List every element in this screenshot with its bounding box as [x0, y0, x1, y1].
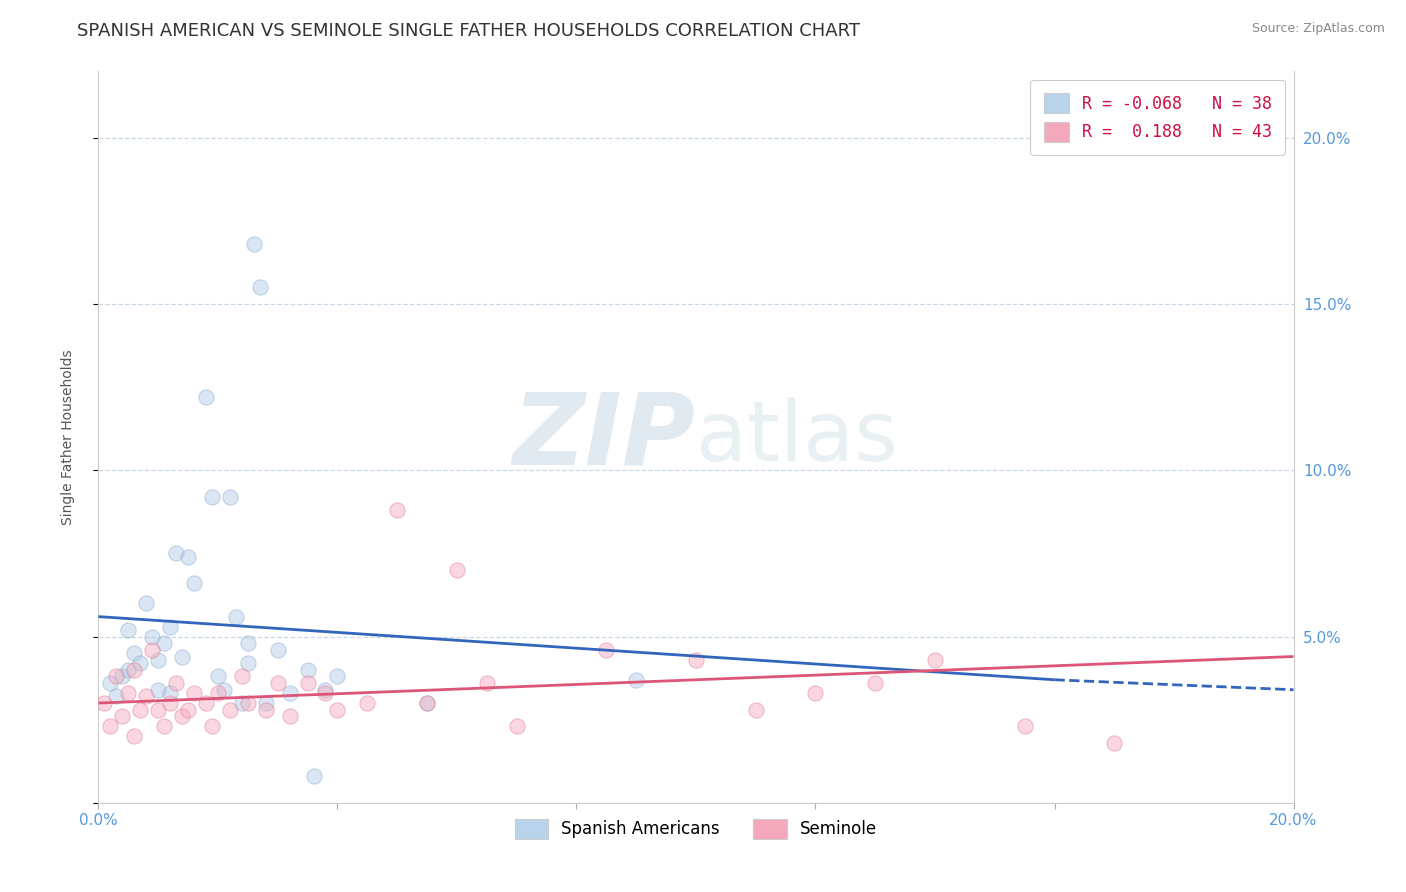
Point [129, 656, 152, 670]
Point [183, 576, 205, 591]
Point [243, 237, 266, 252]
Point [153, 636, 176, 650]
Point [804, 686, 827, 700]
Point [117, 663, 139, 677]
Point [1104, 736, 1126, 750]
Point [177, 703, 200, 717]
Point [278, 686, 301, 700]
Text: SPANISH AMERICAN VS SEMINOLE SINGLE FATHER HOUSEHOLDS CORRELATION CHART: SPANISH AMERICAN VS SEMINOLE SINGLE FATH… [77, 22, 860, 40]
Point [315, 686, 337, 700]
Point [159, 686, 181, 700]
Point [231, 669, 253, 683]
Point [165, 546, 187, 560]
Point [148, 682, 170, 697]
Point [129, 703, 152, 717]
Point [416, 696, 439, 710]
Point [745, 703, 768, 717]
Point [201, 490, 224, 504]
Y-axis label: Single Father Households: Single Father Households [60, 350, 75, 524]
Point [201, 719, 224, 733]
Point [93, 696, 115, 710]
Point [254, 703, 277, 717]
Point [254, 696, 277, 710]
Point [685, 653, 707, 667]
Point [141, 630, 163, 644]
Legend: Spanish Americans, Seminole: Spanish Americans, Seminole [508, 812, 884, 846]
Point [475, 676, 498, 690]
Point [117, 623, 139, 637]
Point [1014, 719, 1036, 733]
Point [117, 686, 139, 700]
Point [385, 503, 409, 517]
Point [195, 390, 218, 404]
Point [105, 669, 128, 683]
Point [177, 549, 200, 564]
Point [297, 676, 319, 690]
Point [172, 709, 194, 723]
Point [159, 619, 181, 633]
Point [183, 686, 205, 700]
Point [219, 490, 242, 504]
Point [195, 696, 218, 710]
Point [416, 696, 439, 710]
Point [212, 682, 235, 697]
Point [105, 690, 128, 704]
Point [924, 653, 946, 667]
Text: Source: ZipAtlas.com: Source: ZipAtlas.com [1251, 22, 1385, 36]
Point [124, 729, 146, 743]
Point [326, 703, 349, 717]
Point [111, 669, 134, 683]
Point [172, 649, 194, 664]
Text: atlas: atlas [696, 397, 897, 477]
Point [153, 719, 176, 733]
Point [165, 676, 187, 690]
Point [297, 663, 319, 677]
Point [236, 636, 259, 650]
Point [506, 719, 529, 733]
Point [278, 709, 301, 723]
Point [111, 709, 134, 723]
Point [865, 676, 887, 690]
Point [159, 696, 181, 710]
Point [267, 676, 290, 690]
Point [207, 669, 229, 683]
Point [315, 682, 337, 697]
Point [141, 643, 163, 657]
Point [231, 696, 253, 710]
Point [98, 719, 122, 733]
Point [446, 563, 468, 577]
Point [135, 690, 157, 704]
Point [236, 656, 259, 670]
Point [249, 280, 271, 294]
Point [356, 696, 378, 710]
Point [135, 596, 157, 610]
Point [124, 663, 146, 677]
Point [225, 609, 247, 624]
Point [148, 703, 170, 717]
Point [207, 686, 229, 700]
Point [302, 769, 325, 783]
Point [267, 643, 290, 657]
Point [595, 643, 617, 657]
Point [124, 646, 146, 660]
Point [326, 669, 349, 683]
Point [236, 696, 259, 710]
Point [219, 703, 242, 717]
Text: ZIP: ZIP [513, 389, 696, 485]
Point [98, 676, 122, 690]
Point [626, 673, 648, 687]
Point [148, 653, 170, 667]
